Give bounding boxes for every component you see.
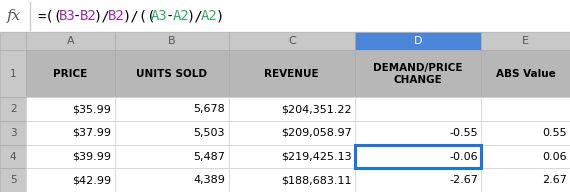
Bar: [0, 32, 26, 50]
Text: B2: B2: [80, 9, 96, 23]
Text: 5,678: 5,678: [193, 104, 225, 114]
Text: A3: A3: [151, 9, 168, 23]
Text: -0.06: -0.06: [449, 151, 478, 161]
Text: $204,351.22: $204,351.22: [281, 104, 352, 114]
Bar: [482, 168, 570, 192]
Text: 5: 5: [10, 175, 17, 185]
Bar: [229, 50, 355, 97]
Text: E: E: [522, 36, 529, 46]
Text: $188,683.11: $188,683.11: [281, 175, 352, 185]
Text: $35.99: $35.99: [72, 104, 111, 114]
Text: C: C: [288, 36, 296, 46]
Bar: [26, 121, 115, 145]
Bar: [355, 32, 482, 50]
Text: A: A: [67, 36, 74, 46]
Text: -: -: [73, 9, 81, 23]
Bar: [482, 145, 570, 168]
Bar: [355, 97, 482, 121]
Bar: [26, 97, 115, 121]
Bar: [482, 97, 570, 121]
Text: 2.67: 2.67: [542, 175, 567, 185]
Text: -0.55: -0.55: [449, 128, 478, 138]
Text: A2: A2: [173, 9, 189, 23]
Bar: [229, 97, 355, 121]
Bar: [115, 50, 229, 97]
Bar: [26, 145, 115, 168]
Bar: [26, 50, 115, 97]
Text: $209,058.97: $209,058.97: [281, 128, 352, 138]
Text: 4,389: 4,389: [193, 175, 225, 185]
Bar: [0, 121, 26, 145]
Bar: [229, 145, 355, 168]
Bar: [115, 145, 229, 168]
Bar: [355, 145, 482, 168]
Text: B3: B3: [59, 9, 75, 23]
Bar: [115, 32, 229, 50]
Bar: [229, 32, 355, 50]
Bar: [482, 121, 570, 145]
Bar: [0, 145, 26, 168]
Bar: [0, 50, 26, 97]
Text: A2: A2: [201, 9, 218, 23]
Text: $42.99: $42.99: [72, 175, 111, 185]
Text: UNITS SOLD: UNITS SOLD: [136, 69, 207, 79]
Text: fx: fx: [7, 9, 21, 23]
Bar: [229, 121, 355, 145]
Text: $219,425.13: $219,425.13: [281, 151, 352, 161]
Text: -: -: [165, 9, 174, 23]
Text: 0.55: 0.55: [542, 128, 567, 138]
Text: 5,487: 5,487: [193, 151, 225, 161]
Text: 1: 1: [10, 69, 17, 79]
Bar: [355, 145, 482, 168]
Bar: [26, 32, 115, 50]
Bar: [355, 168, 482, 192]
Bar: [482, 32, 570, 50]
Text: B2: B2: [108, 9, 125, 23]
Bar: [355, 50, 482, 97]
Text: 0.06: 0.06: [542, 151, 567, 161]
Text: )/((: )/((: [123, 9, 156, 23]
Text: DEMAND/PRICE
CHANGE: DEMAND/PRICE CHANGE: [373, 63, 463, 84]
Text: 5,503: 5,503: [194, 128, 225, 138]
Text: B: B: [168, 36, 176, 46]
Bar: [115, 168, 229, 192]
Bar: [229, 168, 355, 192]
Text: =((: =((: [37, 9, 62, 23]
Text: $39.99: $39.99: [72, 151, 111, 161]
Text: ): ): [215, 9, 223, 23]
Text: 4: 4: [10, 151, 17, 161]
Text: )/: )/: [94, 9, 111, 23]
Bar: [482, 50, 570, 97]
Text: REVENUE: REVENUE: [264, 69, 319, 79]
Text: 3: 3: [10, 128, 17, 138]
Text: ABS Value: ABS Value: [496, 69, 556, 79]
Bar: [0, 168, 26, 192]
Text: PRICE: PRICE: [54, 69, 88, 79]
Text: )/: )/: [187, 9, 203, 23]
Bar: [115, 97, 229, 121]
Bar: [26, 168, 115, 192]
Text: -2.67: -2.67: [449, 175, 478, 185]
Text: 2: 2: [10, 104, 17, 114]
Bar: [115, 121, 229, 145]
Text: $37.99: $37.99: [72, 128, 111, 138]
Bar: [0, 97, 26, 121]
Text: D: D: [414, 36, 422, 46]
Bar: [355, 121, 482, 145]
